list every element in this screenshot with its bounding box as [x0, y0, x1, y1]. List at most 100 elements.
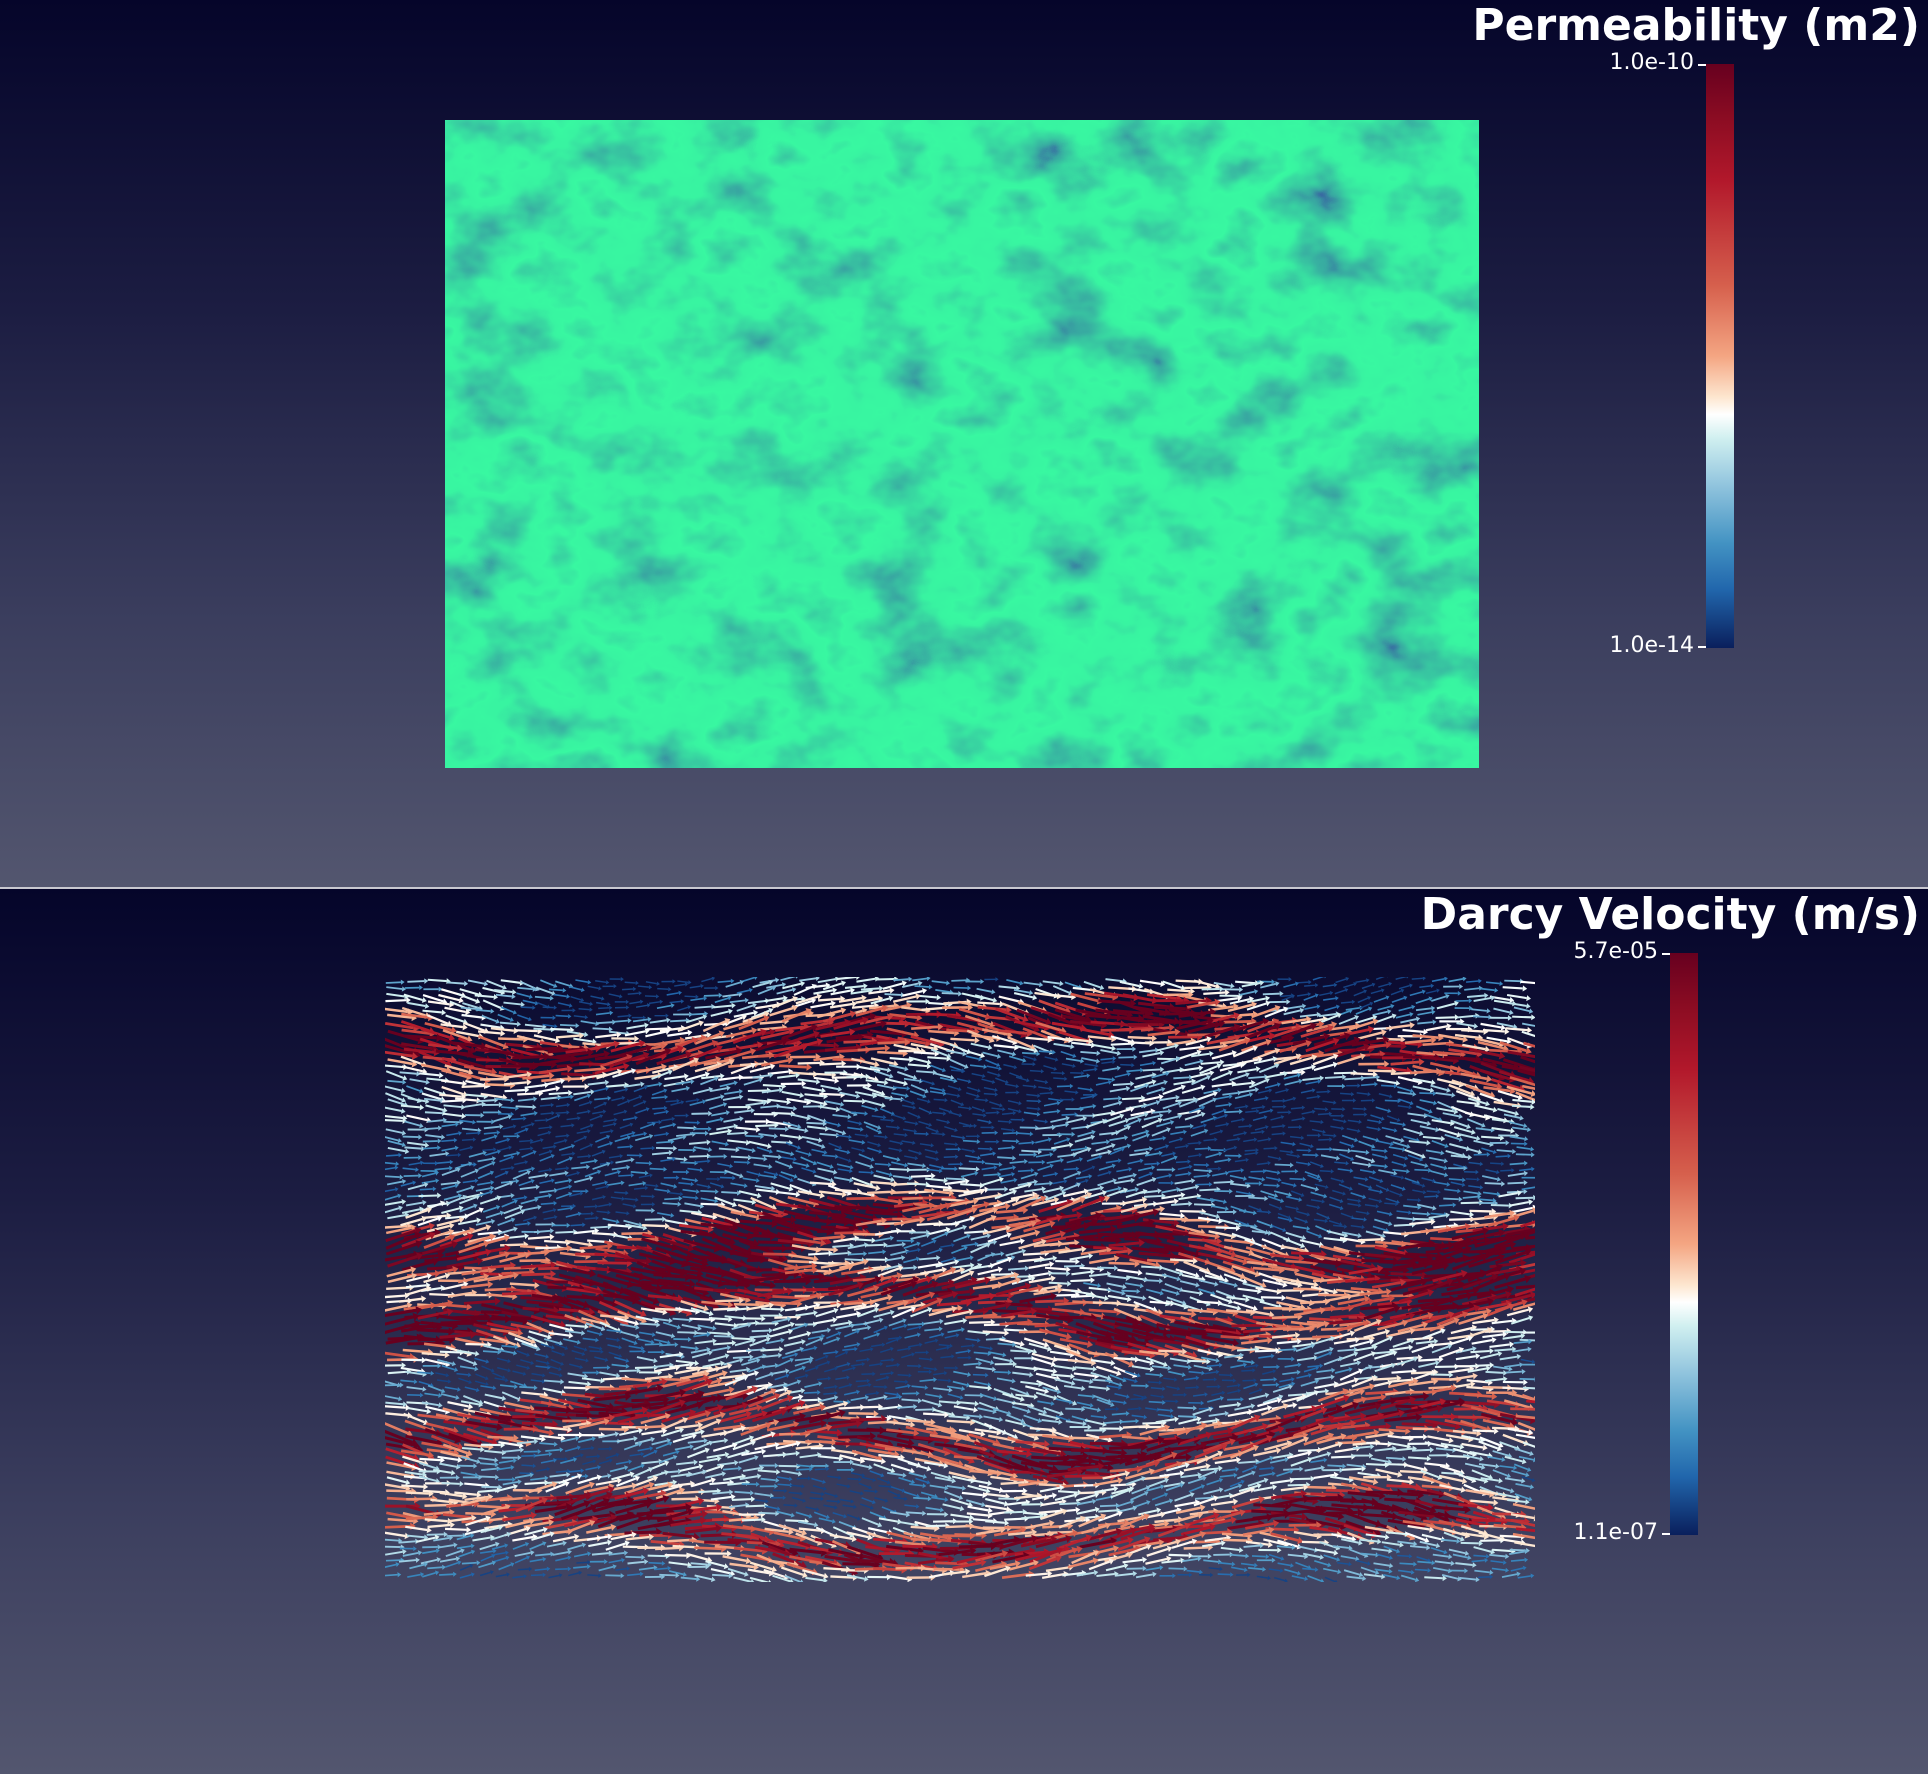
velocity-arrow-shaft: [420, 1027, 450, 1039]
velocity-arrow-shaft: [1319, 1170, 1331, 1173]
velocity-arrow-shaft: [1204, 1026, 1236, 1039]
velocity-arrow-shaft: [1154, 1145, 1167, 1151]
velocity-arrow-shaft: [403, 1047, 435, 1054]
velocity-arrow-head: [1486, 1008, 1491, 1014]
velocity-arrow-shaft: [595, 1012, 610, 1016]
velocity-arrow-head: [1049, 1152, 1054, 1158]
velocity-arrow-head: [702, 1014, 708, 1020]
velocity-arrow-head: [1159, 1050, 1165, 1056]
velocity-arrow-head: [520, 1001, 525, 1008]
velocity-arrow-shaft: [1092, 1111, 1112, 1117]
velocity-arrow-head: [1380, 988, 1385, 993]
velocity-arrow-shaft: [606, 1182, 622, 1187]
velocity-arrow-shaft: [594, 1065, 625, 1075]
velocity-arrow-shaft: [710, 1010, 730, 1017]
velocity-arrow-shaft: [1143, 987, 1167, 998]
velocity-arrow-shaft: [849, 1022, 882, 1033]
velocity-arrow-head: [1272, 1056, 1278, 1063]
velocity-arrow-shaft: [848, 1252, 864, 1256]
velocity-arrow-shaft: [1257, 1138, 1269, 1142]
velocity-arrow-shaft: [930, 1048, 949, 1057]
velocity-arrow-head: [849, 1010, 857, 1018]
velocity-arrow-head: [728, 1058, 735, 1066]
velocity-arrow-shaft: [1122, 1097, 1142, 1101]
velocity-arrow-shaft: [670, 1019, 687, 1023]
velocity-arrow-shaft: [1166, 1040, 1192, 1047]
velocity-arrow-shaft: [748, 1140, 768, 1148]
velocity-arrow-shaft: [465, 1093, 485, 1098]
velocity-arrow-head: [493, 994, 499, 1000]
velocity-arrow-shaft: [584, 1217, 596, 1220]
velocity-arrow-head: [968, 1106, 973, 1111]
velocity-arrow-shaft: [1108, 1119, 1126, 1128]
velocity-arrow-shaft: [1189, 1107, 1203, 1114]
velocity-arrow-head: [912, 1105, 917, 1110]
colorbar-max-tick: [1698, 64, 1706, 66]
velocity-arrow-head: [1148, 1146, 1153, 1152]
velocity-arrow-shaft: [1332, 1189, 1344, 1195]
velocity-arrow-head: [1039, 981, 1044, 988]
darcy-velocity-glyphs[interactable]: [385, 977, 1535, 1582]
velocity-arrow-shaft: [555, 1230, 574, 1234]
velocity-arrow-head: [1371, 1098, 1376, 1103]
velocity-arrow-head: [1133, 1054, 1138, 1060]
velocity-arrow-shaft: [1397, 1076, 1419, 1083]
velocity-arrow-shaft: [789, 1113, 808, 1119]
velocity-arrow-shaft: [633, 1101, 644, 1108]
velocity-arrow-head: [1000, 1251, 1005, 1257]
velocity-arrow-head: [523, 1195, 528, 1200]
velocity-arrow-head: [921, 987, 928, 995]
velocity-arrow-shaft: [1002, 1132, 1017, 1135]
velocity-arrow-shaft: [574, 1177, 590, 1184]
velocity-arrow-head: [996, 1053, 1002, 1059]
velocity-arrow-shaft: [1412, 1034, 1439, 1039]
velocity-arrow-shaft: [481, 1014, 497, 1023]
velocity-arrow-shaft: [690, 997, 704, 1002]
velocity-arrow-shaft: [1462, 1043, 1486, 1051]
velocity-arrow-shaft: [651, 1151, 670, 1156]
velocity-arrow-head: [580, 987, 585, 993]
velocity-arrow-shaft: [918, 1107, 930, 1114]
velocity-arrow-shaft: [1137, 1166, 1152, 1172]
permeability-view[interactable]: Permeability (m2) 1.0e-10 1.0e-14: [0, 0, 1928, 887]
velocity-arrow-head: [1343, 1119, 1347, 1124]
velocity-arrow-head: [1099, 984, 1105, 991]
velocity-arrow-shaft: [1063, 1168, 1077, 1171]
velocity-arrow-shaft: [1284, 1080, 1300, 1086]
velocity-arrow-head: [1329, 990, 1334, 996]
velocity-arrow-shaft: [1512, 1015, 1532, 1019]
velocity-arrow-shaft: [1052, 1180, 1065, 1185]
velocity-arrow-shaft: [1280, 1025, 1312, 1040]
velocity-arrow-head: [1151, 1165, 1156, 1171]
velocity-arrow-head: [438, 1125, 442, 1131]
velocity-arrow-head: [928, 1122, 933, 1127]
velocity-arrow-head: [1267, 1137, 1272, 1142]
velocity-arrow-head: [1310, 1143, 1314, 1149]
velocity-arrow-head: [946, 980, 951, 986]
velocity-arrow-shaft: [475, 1187, 491, 1192]
velocity-arrow-shaft: [539, 1057, 572, 1066]
velocity-arrow-shaft: [1502, 986, 1523, 990]
velocity-arrow-head: [886, 1067, 892, 1073]
velocity-arrow-shaft: [404, 1120, 421, 1127]
velocity-arrow-head: [917, 1247, 921, 1253]
velocity-arrow-shaft: [1516, 1146, 1531, 1150]
velocity-arrow-shaft: [475, 1009, 491, 1013]
velocity-arrow-shaft: [633, 1086, 645, 1093]
velocity-arrow-head: [685, 1169, 690, 1175]
velocity-arrow-shaft: [385, 1195, 399, 1201]
darcy-velocity-view[interactable]: Darcy Velocity (m/s) 5.7e-05 1.1e-07: [0, 889, 1928, 1774]
velocity-arrow-shaft: [482, 986, 502, 994]
velocity-arrow-head: [418, 1173, 423, 1179]
velocity-arrow-shaft: [1467, 1097, 1487, 1105]
velocity-arrow-head: [589, 1007, 593, 1012]
velocity-arrow-shaft: [1147, 1030, 1176, 1037]
velocity-arrow-shaft: [876, 1083, 894, 1089]
velocity-arrow-shaft: [1304, 1005, 1318, 1011]
velocity-arrow-head: [991, 1125, 995, 1130]
velocity-arrow-head: [822, 1120, 827, 1127]
velocity-arrow-shaft: [1419, 1099, 1434, 1104]
velocity-arrow-shaft: [1509, 1162, 1525, 1166]
permeability-field[interactable]: [445, 120, 1479, 768]
velocity-arrow-shaft: [1248, 1075, 1265, 1080]
